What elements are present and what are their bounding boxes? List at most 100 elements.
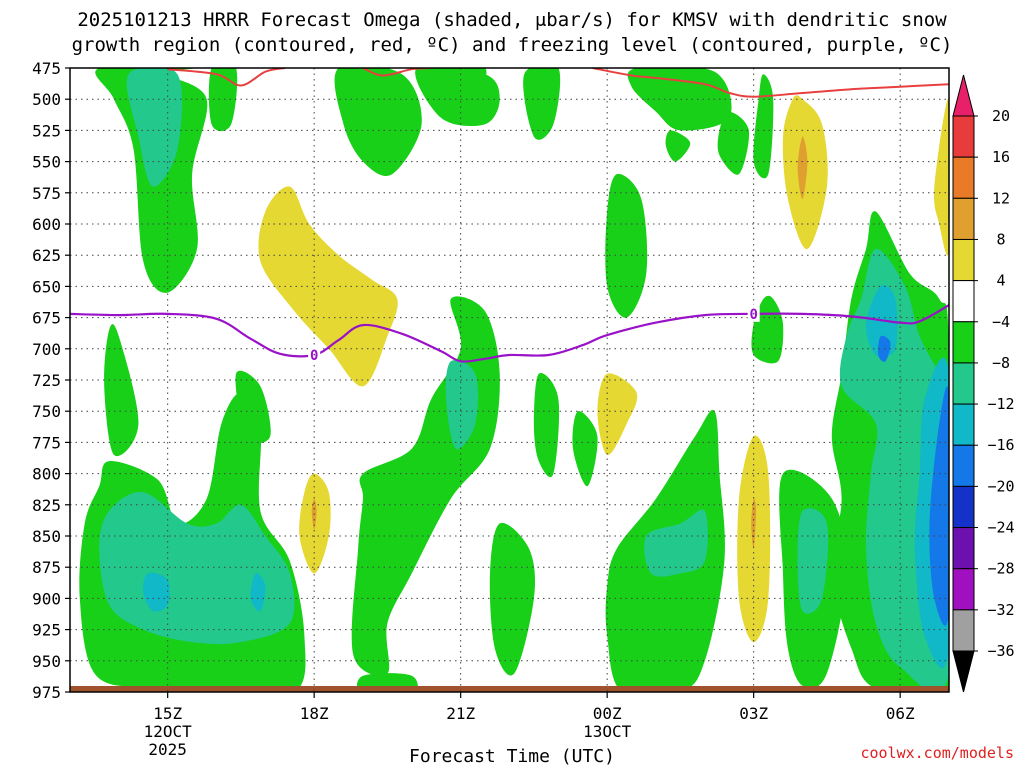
omega-region-green xyxy=(104,324,139,457)
y-tick-label: 475 xyxy=(32,59,61,78)
colorbar-label: −32 xyxy=(987,601,1014,619)
x-axis-label: Forecast Time (UTC) xyxy=(409,746,615,767)
colorbar-label: 20 xyxy=(992,107,1010,125)
freezing-level-label-bg xyxy=(308,346,321,364)
y-tick-label: 800 xyxy=(32,465,61,484)
colorbar-label: 16 xyxy=(992,148,1010,166)
omega-region-green xyxy=(208,68,238,132)
y-tick-label: 925 xyxy=(32,621,61,640)
freezing-level-label-bg xyxy=(747,304,760,322)
y-tick-label: 825 xyxy=(32,496,61,515)
dgz-contour-line xyxy=(592,68,949,98)
site-credit: coolwx.com/models xyxy=(860,744,1014,762)
y-tick-label: 725 xyxy=(32,371,61,390)
colorbar-segment xyxy=(952,609,975,652)
freezing-level-contour: 00 xyxy=(70,304,949,364)
omega-region-green xyxy=(523,68,561,140)
omega-region-blue xyxy=(929,386,949,626)
colorbar-segment xyxy=(952,527,975,570)
omega-region-orange xyxy=(797,136,808,200)
omega-region-green xyxy=(415,68,500,127)
colorbar-label: −36 xyxy=(987,642,1014,660)
freezing-level-label: 0 xyxy=(749,307,757,323)
chart-title: 2025101213 HRRR Forecast Omega (shaded, … xyxy=(0,8,1024,58)
dgz-contour-line xyxy=(167,68,286,87)
y-tick-label: 950 xyxy=(32,652,61,671)
x-tick-label: 06Z xyxy=(886,704,915,723)
y-tick-label: 500 xyxy=(32,90,61,109)
colorbar-top-triangle xyxy=(952,74,975,117)
colorbar-segment xyxy=(952,444,975,487)
ground-bar xyxy=(70,686,949,692)
omega-region-green xyxy=(334,68,422,176)
colorbar-segment xyxy=(952,485,975,529)
colorbar-label: −20 xyxy=(987,477,1014,495)
omega-region-teal xyxy=(126,68,183,187)
colorbar-segment xyxy=(952,321,975,364)
x-tick-label: 03Z xyxy=(739,704,768,723)
colorbar-bottom-triangle xyxy=(952,650,975,693)
y-tick-label: 575 xyxy=(32,184,61,203)
x-tick-label: 21Z xyxy=(446,704,475,723)
y-tick-label: 700 xyxy=(32,340,61,359)
y-tick-label: 975 xyxy=(32,683,61,702)
y-tick-label: 525 xyxy=(32,121,61,140)
x-tick-label: 15Z xyxy=(153,704,182,723)
colorbar-segment xyxy=(952,156,975,199)
title-line-2: growth region (contoured, red, ºC) and f… xyxy=(71,34,953,56)
x-tick-label: 18Z xyxy=(300,704,329,723)
omega-region-green xyxy=(717,111,750,175)
x-tick-label: 00Z xyxy=(593,704,622,723)
ground-surface xyxy=(70,686,949,692)
omega-region-yellow xyxy=(258,186,398,387)
x-tick-year: 2025 xyxy=(148,740,187,759)
omega-region-cyan xyxy=(143,572,170,612)
omega-region-green xyxy=(489,522,536,676)
y-tick-label: 750 xyxy=(32,402,61,421)
y-tick-label: 775 xyxy=(32,433,61,452)
omega-region-green xyxy=(753,74,774,179)
y-tick-label: 650 xyxy=(32,277,61,296)
colorbar: 20 16 12 8 4 −4 −8 −12 −16 −20 −24 −28 −32 −36 xyxy=(952,74,1015,693)
y-tick-label: 875 xyxy=(32,558,61,577)
omega-region-cyan xyxy=(250,573,266,612)
y-tick-label: 900 xyxy=(32,589,61,608)
colorbar-segment xyxy=(952,115,975,158)
colorbar-segment xyxy=(952,362,975,405)
colorbar-label: −24 xyxy=(987,519,1014,537)
colorbar-segment xyxy=(952,197,975,240)
colorbar-segment xyxy=(952,568,975,611)
colorbar-label: −28 xyxy=(987,560,1014,578)
colorbar-segment xyxy=(952,280,975,323)
omega-region-green xyxy=(533,372,560,478)
omega-region-green xyxy=(235,370,271,444)
omega-region-green xyxy=(605,173,648,318)
freezing-level-line xyxy=(70,304,949,363)
colorbar-label: 4 xyxy=(996,272,1005,290)
colorbar-label: −4 xyxy=(992,313,1010,331)
y-axis: 475 500 525 550 575 600 625 650 675 700 725 750 775 8… xyxy=(32,59,70,702)
omega-region-green xyxy=(665,130,691,162)
omega-region-teal xyxy=(797,508,829,614)
y-tick-label: 850 xyxy=(32,527,61,546)
freezing-level-label: 0 xyxy=(310,348,318,364)
omega-region-teal xyxy=(445,359,479,450)
colorbar-label: −8 xyxy=(992,354,1010,372)
omega-region-green xyxy=(627,68,732,131)
y-tick-label: 600 xyxy=(32,215,61,234)
title-line-1: 2025101213 HRRR Forecast Omega (shaded, … xyxy=(77,9,947,31)
y-tick-label: 625 xyxy=(32,246,61,265)
colorbar-label: −12 xyxy=(987,395,1014,413)
omega-shading xyxy=(79,68,949,692)
colorbar-label: 12 xyxy=(992,189,1010,207)
colorbar-segment xyxy=(952,403,975,446)
y-tick-label: 550 xyxy=(32,153,61,172)
colorbar-label: 8 xyxy=(996,230,1005,248)
x-tick-date: 12OCT xyxy=(144,722,193,741)
omega-region-green xyxy=(572,410,598,487)
omega-region-teal xyxy=(99,492,295,645)
x-tick-date: 13OCT xyxy=(583,722,632,741)
colorbar-segment xyxy=(952,238,975,282)
